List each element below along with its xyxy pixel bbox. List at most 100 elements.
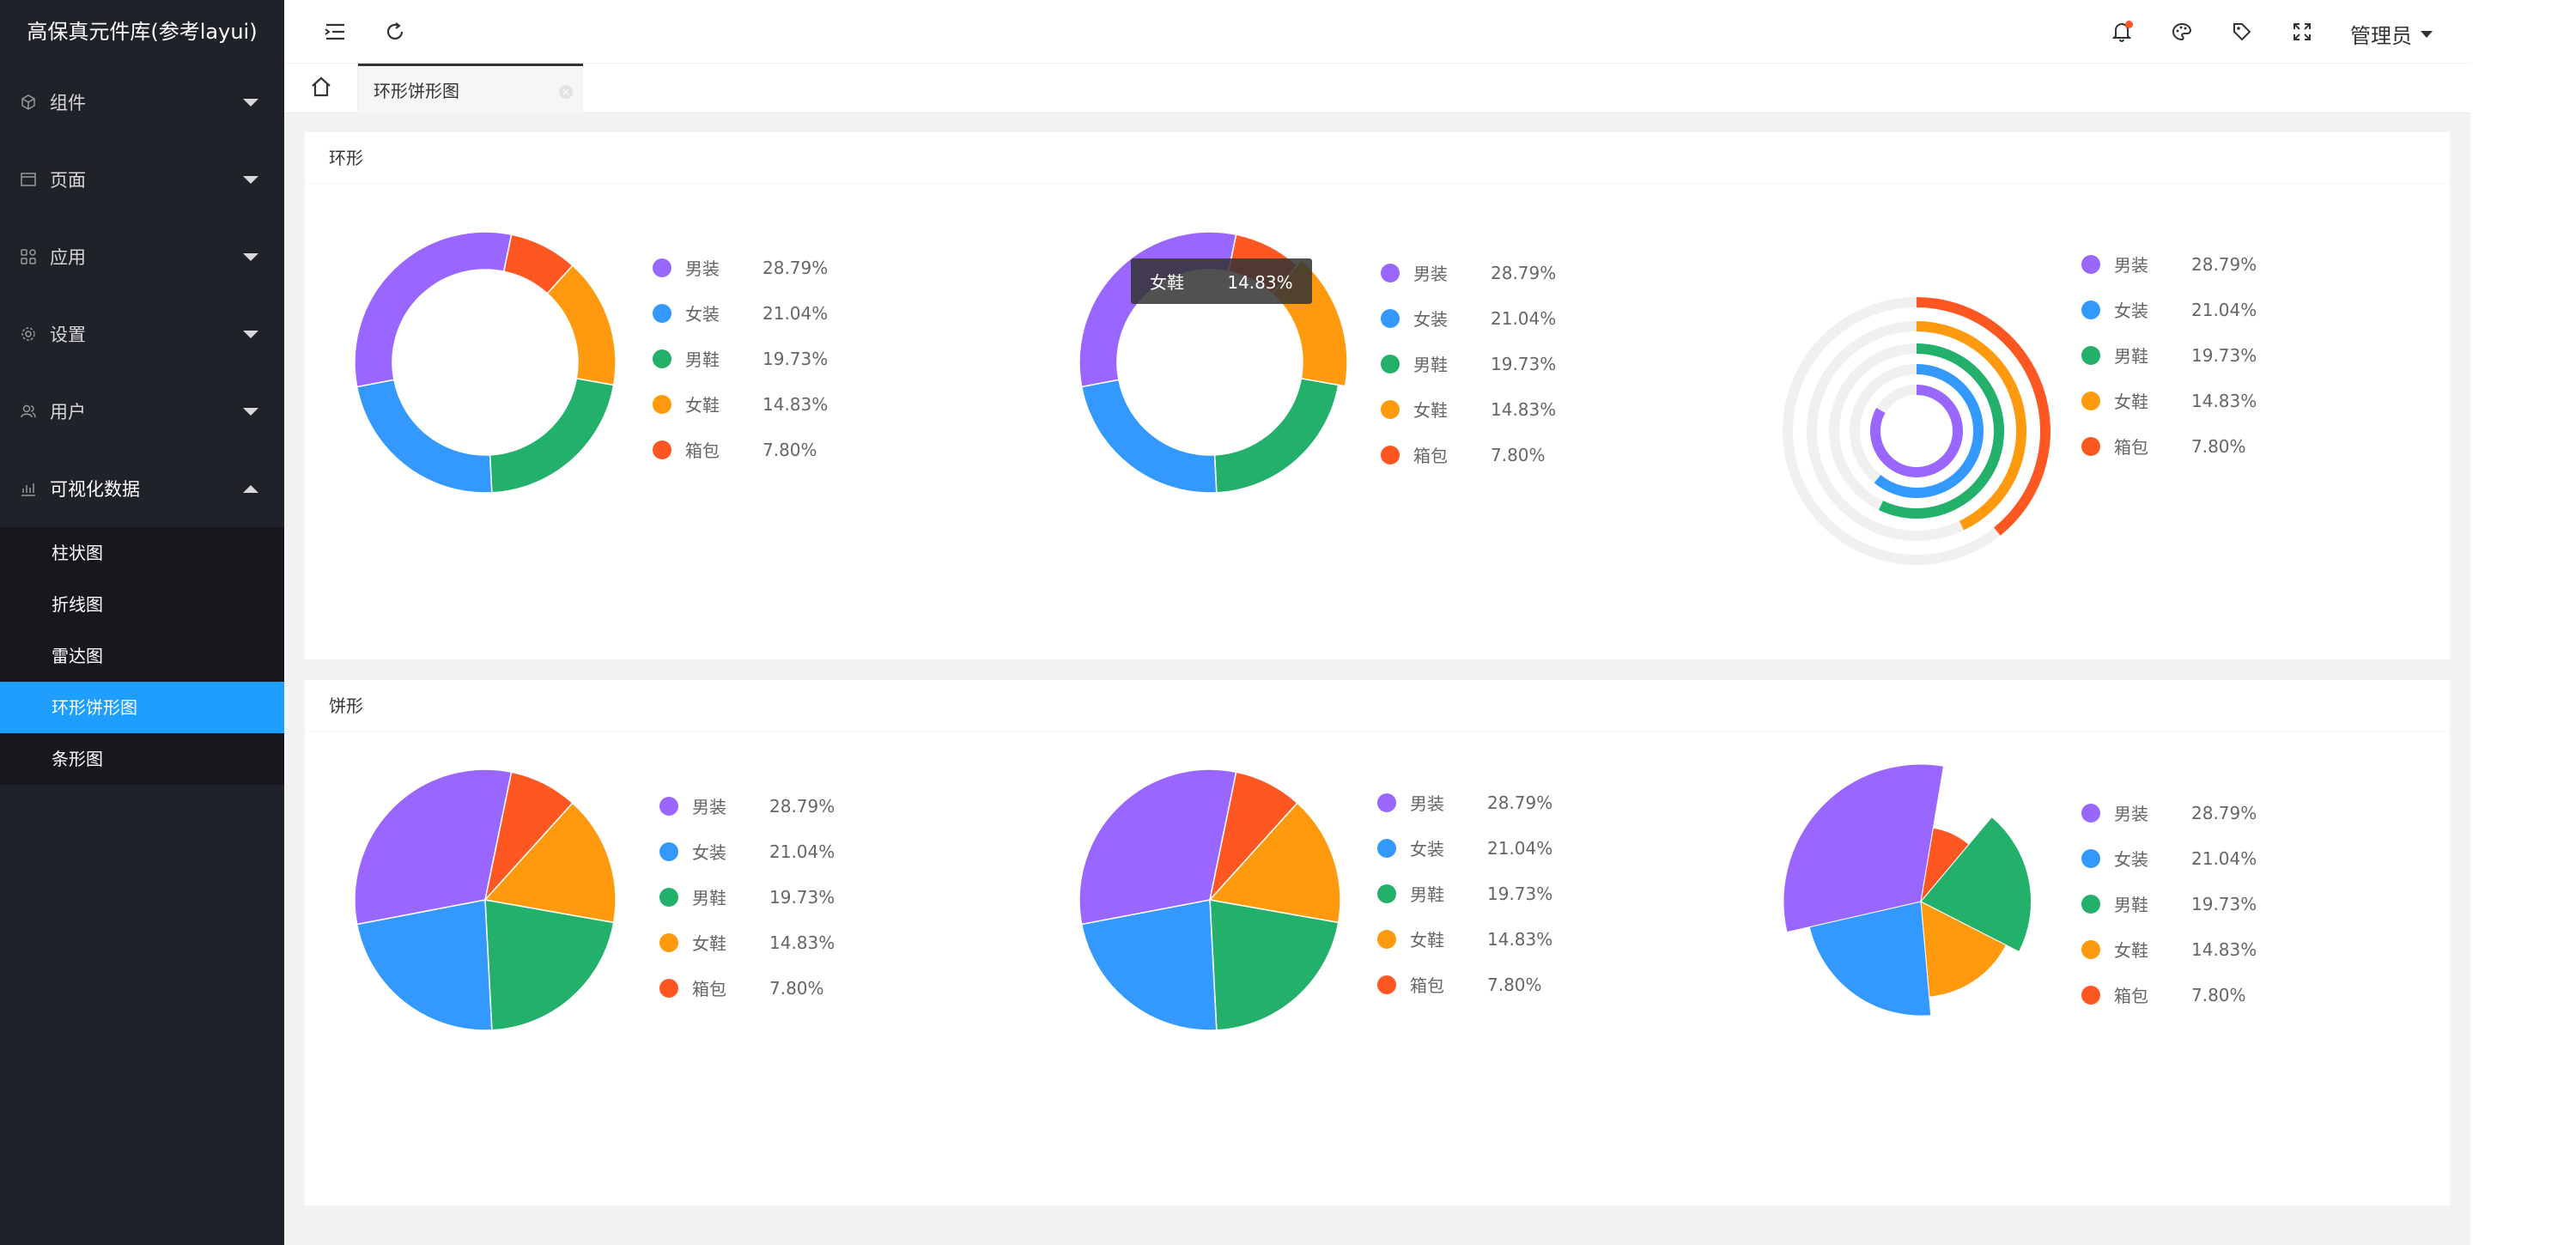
ring-arc-男鞋[interactable] — [1878, 343, 2004, 519]
tab-pie-chart[interactable]: 环形饼形图 × — [358, 64, 583, 113]
legend-color-dot — [2081, 391, 2100, 410]
close-icon[interactable]: × — [559, 85, 573, 99]
donut-slice-男鞋[interactable] — [1213, 377, 1340, 494]
ring-arc-男装[interactable] — [1870, 385, 1963, 477]
radial-ring-chart[interactable] — [1779, 294, 2054, 568]
pie-slice-男装[interactable] — [354, 768, 513, 926]
legend-item[interactable]: 女装 21.04% — [1377, 825, 1552, 871]
ring-arc-箱包[interactable] — [1916, 297, 2050, 536]
fullscreen-icon[interactable] — [2289, 19, 2315, 45]
rose-slice-男鞋[interactable] — [1920, 816, 2032, 953]
legend-item[interactable]: 男鞋 19.73% — [2081, 332, 2257, 378]
legend-item[interactable]: 男鞋 19.73% — [1377, 871, 1552, 916]
sidebar-subitem-hbar[interactable]: 条形图 — [52, 749, 103, 769]
legend-item[interactable]: 男鞋 19.73% — [2081, 881, 2257, 926]
legend-item[interactable]: 女鞋 14.83% — [2081, 378, 2257, 423]
sidebar-item-apps[interactable]: 应用 — [0, 218, 284, 295]
legend-item[interactable]: 女装 21.04% — [2081, 835, 2257, 881]
pie-chart-2[interactable] — [1072, 762, 1347, 1037]
legend-item[interactable]: 男鞋 19.73% — [1381, 341, 1556, 386]
sidebar-subitem-radar[interactable]: 雷达图 — [52, 646, 103, 666]
refresh-icon[interactable] — [382, 19, 408, 45]
legend-item[interactable]: 箱包 7.80% — [1377, 962, 1552, 1007]
bell-icon[interactable] — [2109, 19, 2135, 45]
chevron-down-icon — [243, 331, 258, 338]
tab-bar: 环形饼形图 × — [284, 64, 2470, 113]
user-menu[interactable]: 管理员 — [2350, 19, 2433, 49]
legend-item[interactable]: 男装 28.79% — [1377, 780, 1552, 825]
page-right-margin — [2470, 0, 2576, 1245]
legend-item[interactable]: 男装 28.79% — [2081, 790, 2257, 835]
home-tab[interactable] — [284, 64, 358, 113]
legend-label: 箱包 — [692, 979, 726, 999]
legend-label: 女鞋 — [1413, 400, 1448, 421]
legend-item[interactable]: 女装 21.04% — [2081, 287, 2257, 332]
pie-slice-女鞋[interactable] — [483, 802, 617, 924]
rose-slice-箱包[interactable] — [1920, 827, 1970, 903]
donut-chart-1[interactable] — [348, 225, 623, 500]
rose-slice-女鞋[interactable] — [1920, 901, 2007, 998]
pie-slice-女装[interactable] — [1080, 899, 1218, 1031]
pie-slice-女装[interactable] — [355, 899, 493, 1031]
legend-label: 男鞋 — [685, 349, 720, 370]
legend-item[interactable]: 女装 21.04% — [653, 290, 828, 336]
legend-label: 女装 — [692, 842, 726, 863]
pie-slice-女鞋[interactable] — [1208, 802, 1341, 924]
legend-color-dot — [1377, 793, 1396, 812]
legend-item[interactable]: 箱包 7.80% — [653, 427, 828, 472]
pie-chart-1[interactable] — [348, 762, 623, 1037]
sidebar-item-users[interactable]: 用户 — [0, 373, 284, 450]
top-header: 管理员 — [284, 0, 2470, 64]
sidebar-item-components[interactable]: 组件 — [0, 64, 284, 141]
rose-chart[interactable] — [1783, 756, 2075, 1048]
legend-color-dot — [2081, 436, 2100, 456]
legend-color-dot — [2081, 894, 2100, 914]
rose-slice-男装[interactable] — [1783, 763, 1945, 933]
ring-arc-女装[interactable] — [1874, 364, 1984, 498]
donut-slice-女装[interactable] — [355, 379, 493, 494]
donut-slice-女装[interactable] — [1080, 379, 1218, 494]
legend-item[interactable]: 男装 28.79% — [2081, 241, 2257, 287]
sidebar-subitem-pie[interactable]: 环形饼形图 — [0, 682, 284, 733]
legend-item[interactable]: 女鞋 14.83% — [2081, 926, 2257, 972]
legend-value: 14.83% — [2191, 390, 2257, 411]
legend-item[interactable]: 箱包 7.80% — [2081, 972, 2257, 1017]
legend-color-dot — [659, 796, 678, 816]
pie-slice-男鞋[interactable] — [484, 899, 615, 1031]
sidebar-subitem-line[interactable]: 折线图 — [52, 594, 103, 615]
legend-value: 14.83% — [1487, 928, 1553, 950]
donut-slice-男鞋[interactable] — [489, 377, 615, 494]
legend-label: 男鞋 — [1413, 355, 1448, 375]
legend-item[interactable]: 箱包 7.80% — [659, 965, 835, 1011]
menu-toggle-icon[interactable] — [322, 19, 348, 45]
ring-arc-女鞋[interactable] — [1916, 321, 2026, 531]
legend-item[interactable]: 男装 28.79% — [659, 783, 835, 829]
donut-slice-女鞋[interactable] — [546, 264, 617, 386]
rose-slice-女装[interactable] — [1808, 901, 1932, 1017]
legend-item[interactable]: 箱包 7.80% — [1381, 432, 1556, 477]
legend-item[interactable]: 男装 28.79% — [1381, 250, 1556, 295]
legend-value: 7.80% — [762, 439, 817, 460]
legend-item[interactable]: 箱包 7.80% — [2081, 423, 2257, 469]
legend-item[interactable]: 女装 21.04% — [1381, 295, 1556, 341]
legend-item[interactable]: 女鞋 14.83% — [653, 381, 828, 427]
legend-color-dot — [659, 978, 678, 998]
sidebar-item-visualization[interactable]: 可视化数据 — [0, 450, 284, 527]
pie-slice-男鞋[interactable] — [1209, 899, 1340, 1031]
legend-item[interactable]: 男鞋 19.73% — [653, 336, 828, 381]
legend-item[interactable]: 女鞋 14.83% — [659, 920, 835, 965]
sidebar-subitem-bar[interactable]: 柱状图 — [52, 543, 103, 563]
legend-item[interactable]: 女鞋 14.83% — [1377, 916, 1552, 962]
sidebar-item-pages[interactable]: 页面 — [0, 141, 284, 218]
legend-item[interactable]: 女装 21.04% — [659, 829, 835, 874]
donut-slice-男装[interactable] — [354, 231, 513, 388]
legend-value: 28.79% — [762, 257, 829, 278]
legend-item[interactable]: 女鞋 14.83% — [1381, 386, 1556, 432]
tag-icon[interactable] — [2229, 19, 2255, 45]
palette-icon[interactable] — [2169, 19, 2195, 45]
legend-item[interactable]: 男装 28.79% — [653, 245, 828, 290]
pie-slice-男装[interactable] — [1078, 768, 1237, 926]
donut-slice-男装[interactable] — [1078, 231, 1237, 388]
legend-item[interactable]: 男鞋 19.73% — [659, 874, 835, 920]
sidebar-item-settings[interactable]: 设置 — [0, 295, 284, 373]
